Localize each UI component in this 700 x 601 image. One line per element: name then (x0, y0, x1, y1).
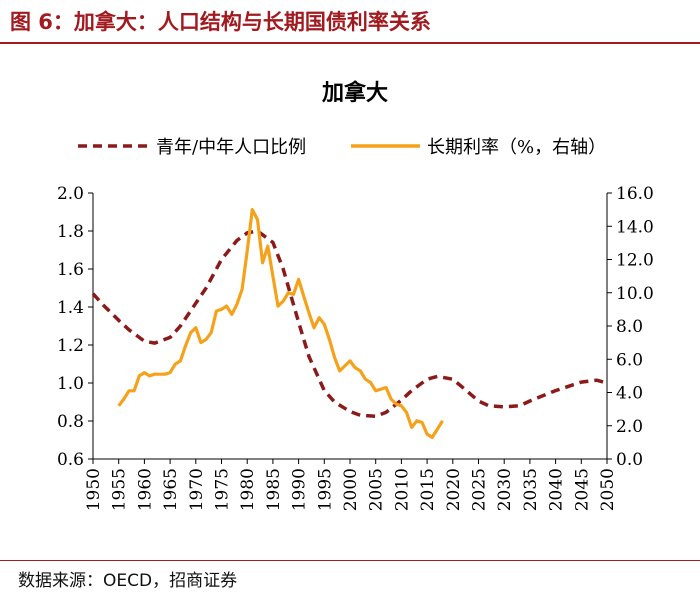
right-tick-label: 0.0 (616, 450, 643, 470)
chart: 加拿大 青年/中年人口比例 长期利率（%，右轴） 0.6 0.8 1.0 1.2 1.4… (57, 80, 654, 511)
x-tick-label: 1960 (135, 468, 155, 511)
x-tick-label: 2030 (495, 468, 515, 511)
right-tick-label: 6.0 (616, 350, 643, 370)
right-tick-label: 14.0 (616, 217, 654, 237)
series-line-population-ratio (91, 229, 608, 419)
x-tick-label: 1955 (110, 468, 130, 511)
source-rule (0, 560, 700, 561)
x-tick-label: 1975 (213, 468, 233, 511)
x-tick-label: 2045 (572, 468, 592, 511)
series-line-long-term-rate (117, 208, 444, 439)
x-tick-label: 1965 (161, 468, 181, 511)
left-tick-label: 1.4 (57, 298, 84, 318)
right-tick-label: 2.0 (616, 417, 643, 437)
left-tick-label: 1.8 (57, 222, 84, 242)
x-tick-label: 1970 (187, 468, 207, 511)
right-tick-label: 8.0 (616, 317, 643, 337)
title-rule (0, 42, 700, 44)
x-tick-label: 2020 (444, 468, 464, 511)
x-tick-label: 2040 (547, 468, 567, 511)
x-tick-label: 2000 (341, 468, 361, 511)
left-tick-label: 0.6 (57, 450, 84, 470)
right-tick-label: 16.0 (616, 184, 654, 204)
x-tick-label: 2015 (418, 468, 438, 511)
legend-ratio-label: 青年/中年人口比例 (156, 137, 306, 158)
legend-rate-label: 长期利率（%，右轴） (427, 137, 606, 158)
left-tick-label: 1.6 (57, 260, 84, 280)
left-tick-label: 0.8 (57, 412, 84, 432)
x-tick-label: 2035 (521, 468, 541, 511)
axes: 0.6 0.8 1.0 1.2 1.4 1.6 1.8 2.0 0.0 2.0 4.0 6.0 8.0 1… (57, 184, 654, 511)
left-tick-label: 2.0 (57, 184, 84, 204)
figure-title: 图 6：加拿大：人口结构与长期国债利率关系 (10, 10, 431, 34)
right-tick-label: 10.0 (616, 284, 654, 304)
x-tick-label: 1950 (84, 468, 104, 511)
x-tick-label: 2010 (392, 468, 412, 511)
legend: 青年/中年人口比例 长期利率（%，右轴） (78, 137, 606, 158)
source-note: 数据来源：OECD，招商证券 (18, 571, 238, 591)
x-tick-label: 1995 (315, 468, 335, 511)
x-tick-label: 1990 (290, 468, 310, 511)
left-tick-label: 1.2 (57, 336, 84, 356)
plot-area (91, 208, 608, 439)
x-tick-label: 2005 (367, 468, 387, 511)
x-tick-label: 2025 (470, 468, 490, 511)
right-tick-label: 12.0 (616, 251, 654, 271)
x-tick-label: 1985 (264, 468, 284, 511)
right-tick-label: 4.0 (616, 384, 643, 404)
x-tick-label: 1980 (238, 468, 258, 511)
chart-title: 加拿大 (321, 80, 388, 106)
x-tick-label: 2050 (598, 468, 618, 511)
left-tick-label: 1.0 (57, 374, 84, 394)
